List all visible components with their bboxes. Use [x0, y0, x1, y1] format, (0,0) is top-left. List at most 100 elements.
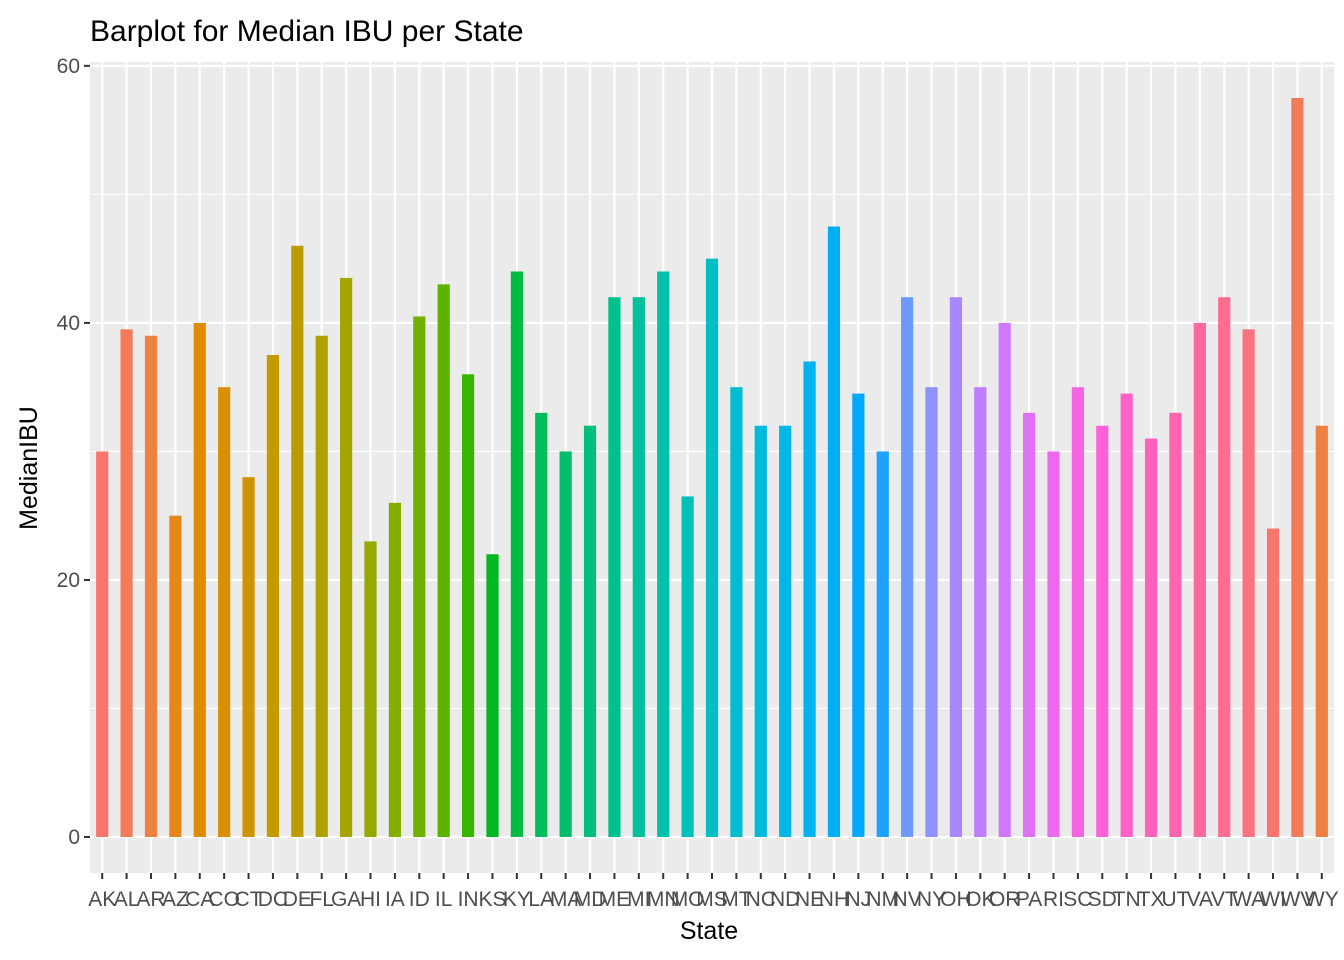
bar-vt — [1218, 297, 1231, 838]
y-tick-label: 0 — [68, 826, 80, 849]
bar-wy — [1315, 425, 1328, 838]
bar-ri — [1047, 451, 1060, 838]
x-tick-label: SC — [1063, 888, 1092, 911]
x-tick-label: VT — [1211, 888, 1238, 911]
bar-mn — [657, 271, 670, 838]
x-tick-label: ID — [409, 888, 430, 911]
bar-pa — [1023, 412, 1036, 838]
x-tick-label: IA — [385, 888, 405, 911]
bar-id — [413, 316, 426, 838]
x-tick-label: DC — [258, 888, 288, 911]
bar-dc — [266, 355, 280, 838]
bar-nd — [779, 425, 792, 838]
bar-de — [291, 245, 304, 838]
bar-nm — [876, 451, 889, 838]
y-tick-label: 60 — [57, 55, 80, 78]
bar-tx — [1144, 438, 1158, 838]
x-tick-label: OR — [989, 888, 1021, 911]
bar-me — [608, 297, 621, 838]
x-tick-label: UT — [1161, 888, 1189, 911]
bar-oh — [949, 297, 963, 838]
x-tick-label: CA — [185, 888, 214, 911]
bar-ia — [388, 502, 401, 838]
bar-sc — [1071, 387, 1084, 838]
x-tick-label: NC — [746, 888, 776, 911]
bar-wv — [1291, 97, 1304, 838]
x-tick-label: MO — [671, 888, 705, 911]
bar-az — [169, 515, 182, 838]
bar-sd — [1096, 425, 1109, 838]
bar-ma — [559, 451, 572, 838]
x-tick-label: CT — [235, 888, 263, 911]
x-tick-label: NM — [866, 888, 899, 911]
bar-ak — [96, 451, 109, 838]
bar-md — [583, 425, 597, 838]
bar-mt — [730, 387, 743, 838]
x-tick-label: OK — [965, 888, 995, 911]
x-tick-label: WI — [1260, 888, 1286, 911]
x-tick-label: HI — [360, 888, 381, 911]
x-tick-label: SD — [1088, 888, 1117, 911]
bar-co — [218, 387, 231, 838]
x-tick-label: KS — [478, 888, 506, 911]
x-tick-label: WY — [1305, 888, 1339, 911]
x-tick-label: WV — [1280, 888, 1314, 911]
x-tick-label: MT — [721, 888, 751, 911]
x-tick-label: NV — [893, 888, 922, 911]
x-tick-label: ND — [770, 888, 800, 911]
y-tick-label: 40 — [57, 312, 80, 335]
x-tick-label: AL — [114, 888, 140, 911]
bar-ny — [925, 387, 938, 838]
x-tick-label: GA — [331, 888, 361, 911]
x-tick-label: TX — [1138, 888, 1165, 911]
x-tick-label: NY — [917, 888, 946, 911]
x-tick-label: MA — [550, 888, 582, 911]
bar-mi — [632, 297, 645, 838]
x-tick-label: CO — [208, 888, 240, 911]
bar-mo — [681, 496, 694, 838]
x-tick-label: DE — [283, 888, 312, 911]
bar-hi — [364, 541, 377, 838]
bar-in — [461, 374, 475, 838]
bar-ca — [193, 322, 206, 838]
x-tick-label: NH — [819, 888, 849, 911]
y-axis: 0 20 40 60 — [57, 55, 90, 849]
bar-nc — [754, 425, 767, 838]
x-tick-label: RI — [1043, 888, 1064, 911]
bar-ky — [510, 271, 523, 838]
bar-wi — [1266, 528, 1280, 838]
x-tick-label: MN — [647, 888, 680, 911]
x-tick-label: MS — [696, 888, 728, 911]
x-tick-label: IN — [458, 888, 479, 911]
bar-nv — [901, 297, 914, 838]
bar-ks — [486, 554, 499, 838]
bar-or — [998, 322, 1011, 838]
x-tick-label: TN — [1113, 888, 1141, 911]
x-tick-label: AK — [88, 888, 116, 911]
bars — [96, 97, 1328, 838]
x-tick-label: NE — [795, 888, 824, 911]
x-tick-label: VA — [1187, 888, 1213, 911]
bar-al — [120, 329, 133, 838]
bar-il — [437, 284, 450, 838]
bar-la — [535, 412, 548, 838]
bar-nh — [827, 226, 841, 838]
x-tick-label: OH — [940, 888, 972, 911]
y-axis-title: MedianIBU — [15, 406, 43, 530]
x-tick-label: AZ — [162, 888, 189, 911]
x-tick-label: LA — [528, 888, 554, 911]
x-tick-label: WA — [1232, 888, 1265, 911]
bar-ct — [242, 477, 255, 838]
bar-va — [1193, 322, 1206, 838]
bar-fl — [315, 335, 328, 838]
x-tick-label: NJ — [846, 888, 872, 911]
y-tick-label: 20 — [57, 569, 80, 592]
bar-ms — [705, 258, 719, 838]
bar-ok — [974, 387, 987, 838]
bar-wa — [1242, 329, 1255, 838]
x-tick-label: MI — [627, 888, 650, 911]
bar-ne — [803, 361, 816, 838]
